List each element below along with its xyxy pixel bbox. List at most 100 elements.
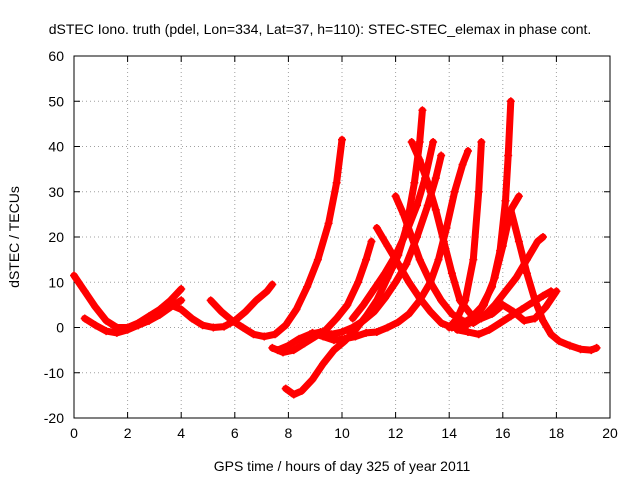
data-point [206, 296, 215, 305]
data-point [91, 303, 100, 312]
data-point [228, 316, 237, 325]
data-point [367, 237, 376, 246]
data-point [501, 287, 510, 296]
data-point [539, 233, 547, 241]
y-tick-label: 30 [48, 184, 64, 200]
data-series [308, 147, 472, 345]
x-tick-label: 10 [334, 425, 350, 441]
data-point [501, 196, 510, 205]
data-point [415, 255, 424, 264]
data-point [338, 135, 346, 144]
data-point [91, 321, 100, 330]
data-point [533, 237, 542, 246]
data-point [407, 233, 416, 241]
data-point [351, 332, 360, 341]
data-point [329, 346, 338, 355]
data-point [241, 307, 250, 316]
data-point [308, 328, 317, 337]
data-point [319, 359, 328, 368]
data-point [332, 314, 341, 323]
data-point [297, 386, 306, 395]
data-point [177, 296, 186, 305]
data-point [496, 246, 505, 255]
data-point [252, 296, 261, 305]
data-point [453, 314, 462, 323]
data-point [506, 97, 515, 106]
data-point [394, 318, 403, 327]
data-point [587, 346, 596, 355]
data-point [370, 307, 379, 316]
data-point [268, 343, 277, 352]
y-tick-label: 40 [48, 139, 64, 155]
data-point [249, 330, 258, 339]
data-point [418, 106, 427, 115]
data-point [405, 309, 413, 318]
data-point [453, 325, 462, 334]
data-point [477, 303, 486, 312]
data-point [514, 192, 523, 201]
data-point [359, 316, 368, 325]
y-tick-label: -10 [44, 365, 64, 381]
data-point [370, 285, 379, 294]
data-point [592, 343, 601, 352]
data-point [332, 178, 341, 187]
data-point [469, 255, 478, 264]
data-point [217, 307, 226, 316]
data-point [359, 300, 368, 309]
data-point [450, 187, 459, 196]
data-point [477, 314, 486, 323]
data-point [431, 174, 440, 183]
data-point [220, 322, 229, 331]
data-point [268, 280, 277, 289]
data-point [530, 314, 539, 323]
data-point [303, 282, 312, 291]
data-point [281, 321, 290, 330]
series-trace [507, 206, 601, 354]
data-point [80, 287, 89, 296]
data-point [372, 328, 381, 337]
y-tick-label: 10 [48, 274, 64, 290]
y-tick-label: -20 [44, 410, 64, 426]
data-point [319, 332, 328, 341]
data-point [292, 305, 301, 314]
x-tick-label: 12 [388, 425, 404, 441]
data-point [70, 271, 78, 280]
series-trace [445, 138, 485, 331]
data-point [112, 328, 121, 337]
data-point [383, 242, 392, 251]
data-point [466, 314, 475, 323]
data-series [281, 106, 427, 399]
data-point [410, 178, 419, 187]
data-point [437, 296, 446, 305]
data-point [426, 307, 435, 316]
data-point [415, 156, 424, 165]
data-point [541, 303, 550, 312]
data-point [262, 287, 271, 296]
x-tick-labels: 0 2 4 6 8 10 12 14 16 18 20 [70, 425, 618, 441]
data-point [295, 334, 304, 343]
data-point [329, 336, 338, 345]
data-point [380, 269, 389, 278]
data-point [426, 278, 435, 287]
data-point [402, 260, 411, 269]
data-point [498, 300, 507, 309]
data-point [506, 312, 515, 321]
y-tick-label: 60 [48, 48, 64, 64]
data-point [463, 328, 472, 337]
data-point [209, 323, 218, 332]
data-point [362, 255, 371, 264]
data-point [145, 316, 154, 325]
x-tick-label: 8 [285, 425, 293, 441]
series-trace [134, 281, 276, 331]
data-point [463, 147, 472, 156]
data-point [289, 390, 298, 399]
data-point [496, 318, 505, 327]
data-point [123, 325, 132, 334]
data-point [405, 278, 413, 287]
data-point [166, 300, 175, 309]
data-point [300, 339, 309, 348]
x-tick-label: 6 [231, 425, 239, 441]
data-point [488, 309, 497, 318]
data-point [504, 151, 513, 160]
data-series [206, 135, 346, 341]
